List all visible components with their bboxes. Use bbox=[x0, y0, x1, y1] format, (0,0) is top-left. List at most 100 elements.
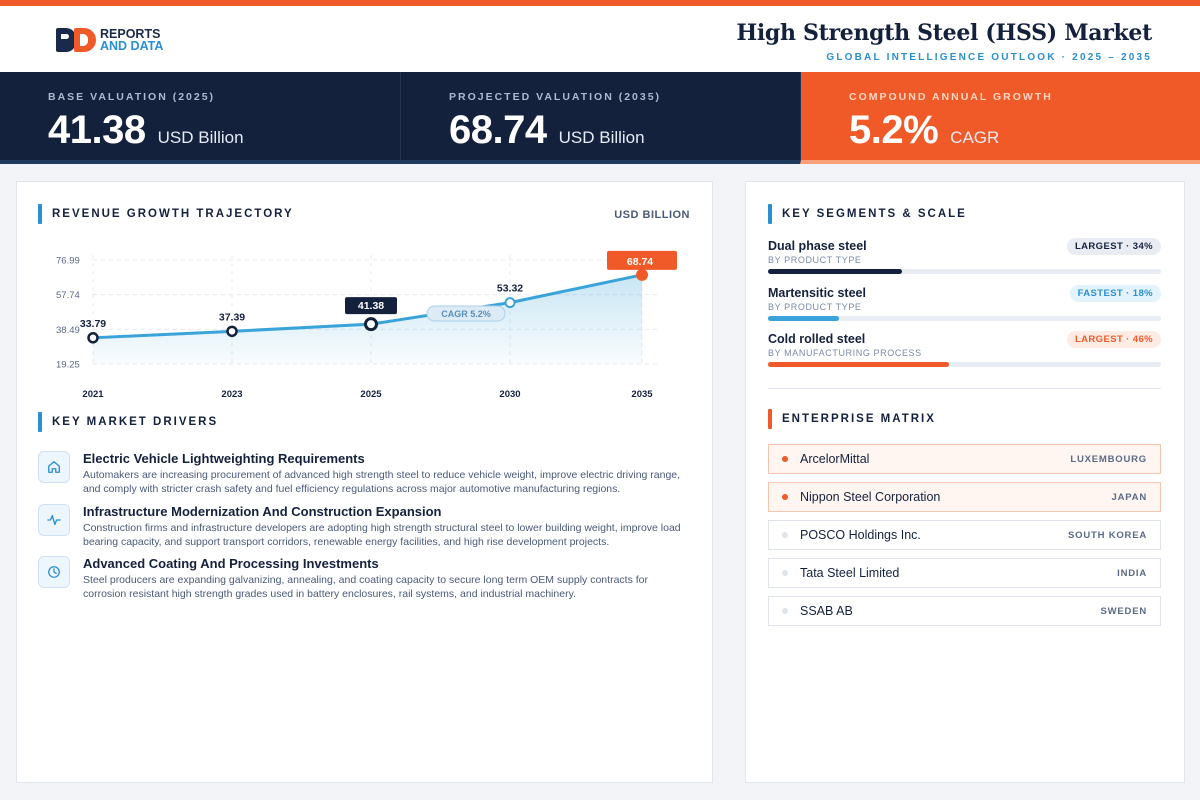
data-point bbox=[364, 317, 378, 332]
page-title: High Strength Steel (HSS) Market bbox=[736, 20, 1152, 46]
segment-fill bbox=[768, 316, 839, 321]
company-country: SOUTH KOREA bbox=[1068, 529, 1147, 541]
enterprise-row[interactable]: Nippon Steel Corporation JAPAN bbox=[768, 482, 1161, 512]
data-point bbox=[636, 268, 648, 281]
y-tick-label: 76.99 bbox=[56, 256, 80, 267]
page-subtitle: GLOBAL INTELLIGENCE OUTLOOK · 2025 – 203… bbox=[826, 52, 1152, 63]
company-country: SWEDEN bbox=[1100, 605, 1147, 617]
data-label-badge bbox=[345, 297, 397, 315]
header: REPORTS AND DATA High Strength Steel (HS… bbox=[0, 6, 1200, 72]
top-accent-bar bbox=[0, 0, 1200, 6]
cagr-annotation: CAGR 5.2% bbox=[441, 309, 491, 319]
kpi-unit: CAGR bbox=[950, 128, 1000, 147]
enterprise-row[interactable]: POSCO Holdings Inc. SOUTH KOREA bbox=[768, 520, 1161, 550]
segment-name: Martensitic steel bbox=[768, 286, 866, 300]
revenue-chart: 19.25 38.49 57.74 76.99 2021 2023 2025 2030 203… bbox=[56, 250, 677, 400]
activity-icon bbox=[38, 504, 70, 536]
company-country: INDIA bbox=[1117, 567, 1147, 579]
x-tick-label: 2025 bbox=[360, 389, 382, 400]
chart-unit-label: USD BILLION bbox=[614, 209, 690, 221]
enterprise-row[interactable]: SSAB AB SWEDEN bbox=[768, 596, 1161, 626]
x-tick-label: 2023 bbox=[221, 389, 242, 400]
enterprise-section-header: ENTERPRISE MATRIX bbox=[768, 409, 936, 429]
brand-logo[interactable]: REPORTS AND DATA bbox=[56, 28, 163, 52]
data-point bbox=[226, 325, 238, 338]
series-area bbox=[93, 274, 642, 364]
segment-track bbox=[768, 316, 1161, 321]
section-accent bbox=[38, 412, 42, 432]
brand-line-2: AND DATA bbox=[100, 39, 164, 53]
segment-badge: LARGEST · 46% bbox=[1066, 331, 1161, 348]
driver-title: Electric Vehicle Lightweighting Requirem… bbox=[83, 451, 365, 466]
y-tick-label: 38.49 bbox=[56, 325, 80, 336]
enterprise-row[interactable]: Tata Steel Limited INDIA bbox=[768, 558, 1161, 588]
x-tick-label: 2035 bbox=[631, 389, 653, 400]
kpi-unit: USD Billion bbox=[558, 128, 645, 147]
section-accent bbox=[768, 409, 772, 429]
kpi-base-valuation: BASE VALUATION (2025) 41.38 USD Billion bbox=[0, 72, 400, 164]
y-tick-label: 57.74 bbox=[56, 290, 80, 301]
bullet-icon bbox=[782, 532, 788, 538]
segment-name: Dual phase steel bbox=[768, 239, 867, 253]
company-name: Nippon Steel Corporation bbox=[800, 490, 941, 504]
enterprise-row[interactable]: ArcelorMittal LUXEMBOURG bbox=[768, 444, 1161, 474]
segment-fill bbox=[768, 362, 949, 367]
home-icon bbox=[38, 451, 70, 483]
segments-section-title: KEY SEGMENTS & SCALE bbox=[782, 208, 967, 220]
segment-badge: LARGEST · 34% bbox=[1066, 238, 1161, 255]
y-tick-label: 19.25 bbox=[56, 360, 80, 371]
section-accent bbox=[38, 204, 42, 224]
segment-badge: FASTEST · 18% bbox=[1069, 285, 1161, 302]
segment-fill bbox=[768, 269, 902, 274]
segment-item: Cold rolled steel BY MANUFACTURING PROCE… bbox=[768, 331, 1161, 367]
bullet-icon bbox=[782, 570, 788, 576]
driver-title: Infrastructure Modernization And Constru… bbox=[83, 504, 442, 519]
segments-section-header: KEY SEGMENTS & SCALE bbox=[768, 204, 967, 224]
company-country: JAPAN bbox=[1111, 491, 1147, 503]
x-tick-label: 2021 bbox=[82, 389, 104, 400]
data-label: 53.32 bbox=[497, 283, 523, 295]
kpi-projected-valuation: PROJECTED VALUATION (2035) 68.74 USD Bil… bbox=[400, 72, 800, 164]
drivers-section-header: KEY MARKET DRIVERS bbox=[38, 412, 218, 432]
segment-track bbox=[768, 269, 1161, 274]
data-point bbox=[87, 332, 99, 344]
section-accent bbox=[768, 204, 772, 224]
segment-category: BY MANUFACTURING PROCESS bbox=[768, 348, 922, 358]
logo-mark-icon bbox=[56, 28, 96, 52]
company-name: SSAB AB bbox=[800, 604, 853, 618]
segment-name: Cold rolled steel bbox=[768, 332, 866, 346]
bullet-icon bbox=[782, 494, 788, 500]
segment-track bbox=[768, 362, 1161, 367]
kpi-value: 5.2% bbox=[849, 108, 939, 152]
left-panel bbox=[16, 181, 713, 783]
driver-description: Automakers are increasing procurement of… bbox=[83, 469, 681, 495]
clock-icon bbox=[38, 556, 70, 588]
data-point bbox=[504, 297, 516, 309]
driver-description: Steel producers are expanding galvanizin… bbox=[83, 574, 648, 600]
drivers-section-title: KEY MARKET DRIVERS bbox=[52, 416, 219, 428]
company-country: LUXEMBOURG bbox=[1070, 453, 1147, 465]
enterprise-section-title: ENTERPRISE MATRIX bbox=[782, 413, 936, 425]
segment-category: BY PRODUCT TYPE bbox=[768, 302, 862, 312]
revenue-section-header: REVENUE GROWTH TRAJECTORY bbox=[38, 204, 294, 224]
kpi-strip: BASE VALUATION (2025) 41.38 USD Billion … bbox=[0, 72, 1200, 164]
kpi-value: 41.38 bbox=[48, 108, 146, 152]
page-title-block: High Strength Steel (HSS) Market GLOBAL … bbox=[736, 20, 1152, 63]
data-label: 33.79 bbox=[80, 318, 106, 330]
kpi-value: 68.74 bbox=[449, 108, 547, 152]
company-name: Tata Steel Limited bbox=[800, 566, 900, 580]
kpi-cagr: COMPOUND ANNUAL GROWTH 5.2% CAGR bbox=[800, 72, 1200, 164]
driver-description: Construction firms and infrastructure de… bbox=[83, 522, 681, 548]
company-name: ArcelorMittal bbox=[800, 452, 870, 466]
data-label: 37.39 bbox=[219, 311, 245, 323]
kpi-label: COMPOUND ANNUAL GROWTH bbox=[849, 91, 1053, 103]
x-tick-label: 2030 bbox=[499, 389, 520, 400]
segment-category: BY PRODUCT TYPE bbox=[768, 255, 862, 265]
bullet-icon bbox=[782, 608, 788, 614]
revenue-section-title: REVENUE GROWTH TRAJECTORY bbox=[52, 208, 294, 220]
bullet-icon bbox=[782, 456, 788, 462]
kpi-unit: USD Billion bbox=[157, 128, 244, 147]
section-divider bbox=[768, 388, 1161, 389]
driver-title: Advanced Coating And Processing Investme… bbox=[83, 556, 379, 571]
segment-item: Martensitic steel BY PRODUCT TYPE FASTES… bbox=[768, 285, 1161, 321]
